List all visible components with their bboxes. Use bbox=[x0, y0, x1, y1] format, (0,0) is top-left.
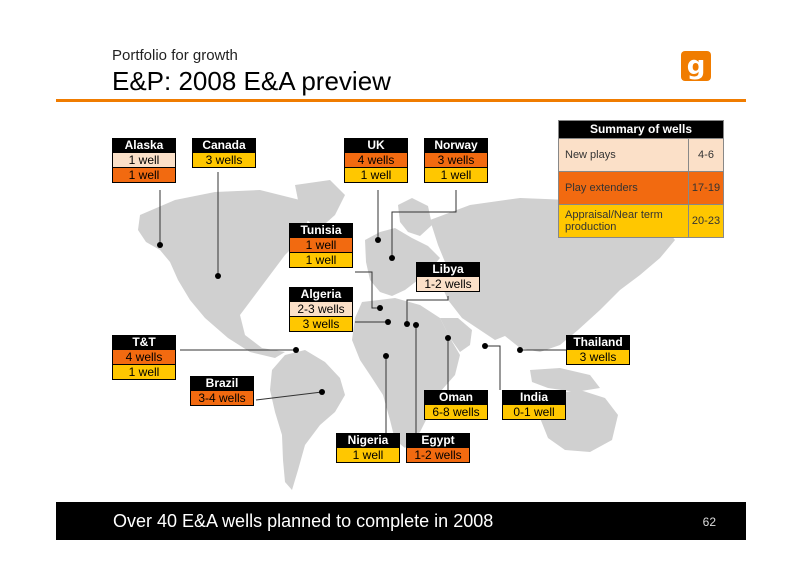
region-name: Brazil bbox=[190, 376, 254, 391]
summary-row-value: 17-19 bbox=[688, 172, 723, 204]
region-name: Thailand bbox=[566, 335, 630, 350]
summary-row-appraisal: Appraisal/Near term production 20-23 bbox=[559, 204, 723, 237]
region-wells-cell: 3 wells bbox=[289, 317, 353, 332]
summary-row-label: Appraisal/Near term production bbox=[565, 209, 663, 233]
tunisia-leader bbox=[355, 271, 380, 309]
region-box-canada: Canada 3 wells bbox=[192, 138, 256, 168]
region-box-tunisia: Tunisia 1 well 1 well bbox=[289, 223, 353, 268]
region-wells-cell: 1-2 wells bbox=[416, 277, 480, 292]
region-box-nigeria: Nigeria 1 well bbox=[336, 433, 400, 463]
region-wells-cell: 1 well bbox=[112, 153, 176, 168]
greenland-shape bbox=[295, 180, 345, 230]
region-name: T&T bbox=[112, 335, 176, 350]
footer-text: Over 40 E&A wells planned to complete in… bbox=[113, 511, 494, 531]
summary-row-value: 4-6 bbox=[688, 139, 723, 171]
alaska-dot bbox=[157, 242, 163, 248]
norway-leader bbox=[391, 190, 457, 258]
title-rule bbox=[56, 99, 746, 102]
continents bbox=[138, 180, 675, 490]
region-wells-cell: 4 wells bbox=[344, 153, 408, 168]
region-name: Egypt bbox=[406, 433, 470, 448]
libya-dot bbox=[404, 321, 410, 327]
indonesia-shape bbox=[530, 368, 600, 392]
region-box-libya: Libya 1-2 wells bbox=[416, 262, 480, 292]
region-box-alaska: Alaska 1 well 1 well bbox=[112, 138, 176, 183]
south-america-shape bbox=[270, 350, 345, 490]
oman-dot bbox=[445, 335, 451, 341]
region-name: Libya bbox=[416, 262, 480, 277]
page-title: E&P: 2008 E&A preview bbox=[112, 66, 391, 96]
summary-row-label: New plays bbox=[565, 149, 616, 161]
region-wells-cell: 2-3 wells bbox=[289, 302, 353, 317]
region-box-oman: Oman 6-8 wells bbox=[424, 390, 488, 420]
region-name: Oman bbox=[424, 390, 488, 405]
region-wells-cell: 6-8 wells bbox=[424, 405, 488, 420]
summary-title: Summary of wells bbox=[559, 121, 723, 138]
region-wells-cell: 1 well bbox=[336, 448, 400, 463]
region-wells-cell: 3 wells bbox=[424, 153, 488, 168]
libya-leader bbox=[406, 296, 449, 324]
region-name: India bbox=[502, 390, 566, 405]
north-america-shape bbox=[138, 190, 310, 358]
norway-dot bbox=[389, 255, 395, 261]
africa-shape bbox=[352, 298, 460, 448]
uk-dot bbox=[375, 237, 381, 243]
region-name: Canada bbox=[192, 138, 256, 153]
summary-row-label: Play extenders bbox=[565, 182, 638, 194]
scandinavia-shape bbox=[398, 198, 432, 236]
region-box-brazil: Brazil 3-4 wells bbox=[190, 376, 254, 406]
nigeria-dot bbox=[383, 353, 389, 359]
region-box-norway: Norway 3 wells 1 well bbox=[424, 138, 488, 183]
region-wells-cell: 3 wells bbox=[566, 350, 630, 365]
region-name: UK bbox=[344, 138, 408, 153]
region-box-india: India 0-1 well bbox=[502, 390, 566, 420]
region-wells-cell: 1 well bbox=[424, 168, 488, 183]
location-dots bbox=[157, 237, 523, 395]
region-box-egypt: Egypt 1-2 wells bbox=[406, 433, 470, 463]
region-name: Nigeria bbox=[336, 433, 400, 448]
region-wells-cell: 3 wells bbox=[192, 153, 256, 168]
summary-row-value: 20-23 bbox=[688, 205, 723, 237]
india-dot bbox=[482, 343, 488, 349]
arabia-shape bbox=[440, 318, 472, 352]
canada-dot bbox=[215, 273, 221, 279]
region-box-algeria: Algeria 2-3 wells 3 wells bbox=[289, 287, 353, 332]
summary-row-play-extenders: Play extenders 17-19 bbox=[559, 171, 723, 204]
egypt-dot bbox=[413, 322, 419, 328]
region-wells-cell: 1-2 wells bbox=[406, 448, 470, 463]
region-wells-cell: 0-1 well bbox=[502, 405, 566, 420]
page-number: 62 bbox=[702, 515, 716, 529]
region-name: Tunisia bbox=[289, 223, 353, 238]
summary-row-new-plays: New plays 4-6 bbox=[559, 138, 723, 171]
region-name: Algeria bbox=[289, 287, 353, 302]
region-wells-cell: 1 well bbox=[289, 238, 353, 253]
region-wells-cell: 1 well bbox=[112, 365, 176, 380]
thailand-dot bbox=[517, 347, 523, 353]
region-box-uk: UK 4 wells 1 well bbox=[344, 138, 408, 183]
page-subtitle: Portfolio for growth bbox=[112, 47, 238, 64]
footer-bar: Over 40 E&A wells planned to complete in… bbox=[56, 502, 746, 540]
region-name: Alaska bbox=[112, 138, 176, 153]
leader-lines bbox=[159, 172, 566, 434]
brazil-leader bbox=[255, 391, 323, 401]
region-wells-cell: 4 wells bbox=[112, 350, 176, 365]
brand-logo: g bbox=[681, 51, 711, 81]
region-box-thailand: Thailand 3 wells bbox=[566, 335, 630, 365]
region-wells-cell: 1 well bbox=[344, 168, 408, 183]
tt-dot bbox=[293, 347, 299, 353]
india-leader bbox=[485, 345, 501, 390]
region-wells-cell: 1 well bbox=[289, 253, 353, 268]
algeria-dot bbox=[385, 319, 391, 325]
tunisia-dot bbox=[377, 305, 383, 311]
brazil-dot bbox=[319, 389, 325, 395]
region-box-t-t: T&T 4 wells 1 well bbox=[112, 335, 176, 380]
summary-of-wells-table: Summary of wells New plays 4-6 Play exte… bbox=[558, 120, 724, 238]
region-name: Norway bbox=[424, 138, 488, 153]
uk-shape bbox=[374, 238, 386, 258]
region-wells-cell: 1 well bbox=[112, 168, 176, 183]
region-wells-cell: 3-4 wells bbox=[190, 391, 254, 406]
